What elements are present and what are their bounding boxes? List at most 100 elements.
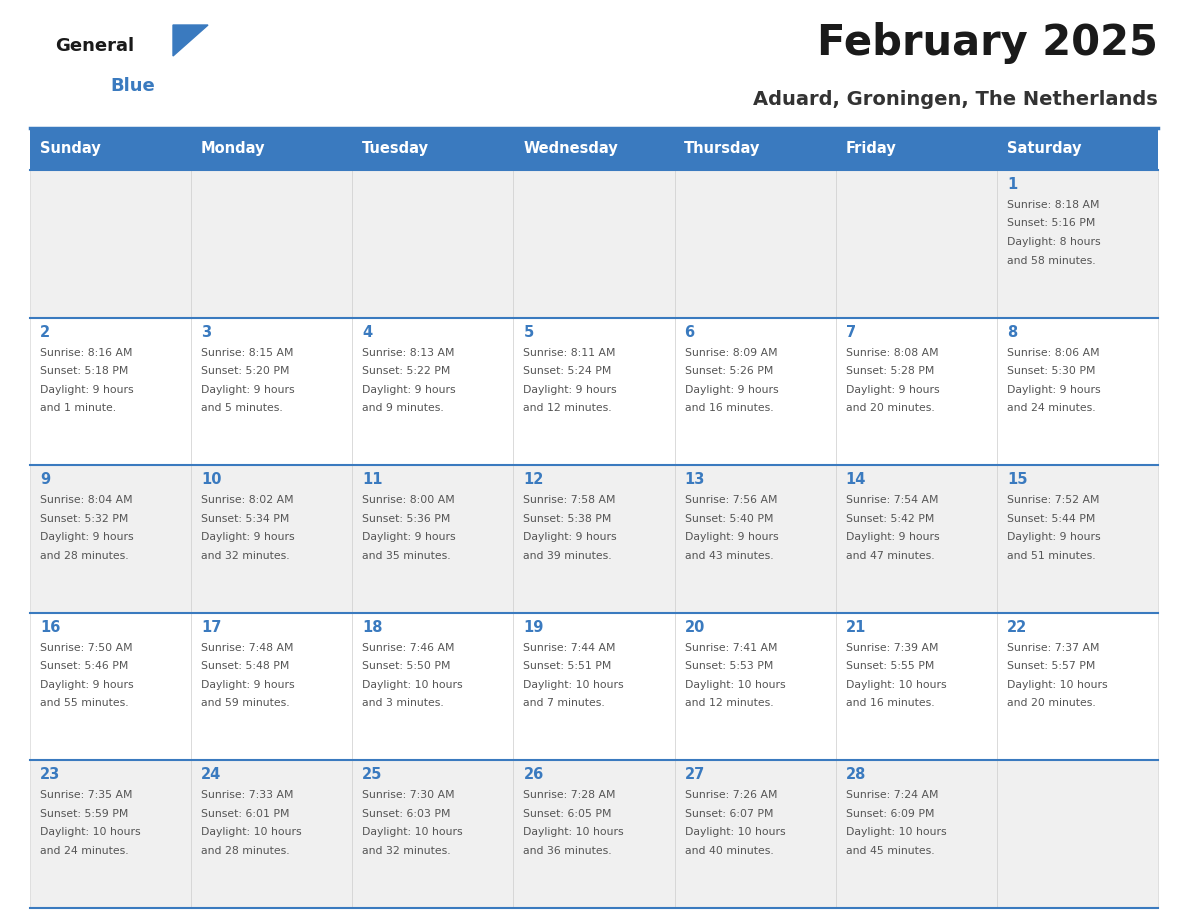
- Text: Sunrise: 7:35 AM: Sunrise: 7:35 AM: [40, 790, 133, 800]
- Text: and 28 minutes.: and 28 minutes.: [40, 551, 128, 561]
- Text: Saturday: Saturday: [1006, 141, 1081, 156]
- FancyBboxPatch shape: [997, 128, 1158, 170]
- FancyBboxPatch shape: [997, 170, 1158, 318]
- FancyBboxPatch shape: [997, 760, 1158, 908]
- Text: Wednesday: Wednesday: [523, 141, 618, 156]
- Text: and 55 minutes.: and 55 minutes.: [40, 699, 128, 709]
- Text: and 59 minutes.: and 59 minutes.: [201, 699, 290, 709]
- Text: and 39 minutes.: and 39 minutes.: [524, 551, 612, 561]
- Text: Daylight: 10 hours: Daylight: 10 hours: [362, 680, 463, 689]
- Text: 7: 7: [846, 325, 855, 340]
- Text: Daylight: 9 hours: Daylight: 9 hours: [40, 385, 133, 395]
- Text: Daylight: 8 hours: Daylight: 8 hours: [1007, 237, 1100, 247]
- Text: 15: 15: [1007, 472, 1028, 487]
- Text: Sunrise: 8:04 AM: Sunrise: 8:04 AM: [40, 495, 133, 505]
- Text: 13: 13: [684, 472, 704, 487]
- Text: Daylight: 10 hours: Daylight: 10 hours: [524, 680, 624, 689]
- Text: Daylight: 9 hours: Daylight: 9 hours: [684, 532, 778, 543]
- Text: Sunset: 5:51 PM: Sunset: 5:51 PM: [524, 661, 612, 671]
- Text: Sunset: 5:18 PM: Sunset: 5:18 PM: [40, 366, 128, 376]
- FancyBboxPatch shape: [675, 128, 835, 170]
- Text: 17: 17: [201, 620, 221, 635]
- Text: and 58 minutes.: and 58 minutes.: [1007, 255, 1095, 265]
- Text: and 9 minutes.: and 9 minutes.: [362, 403, 444, 413]
- Text: Daylight: 9 hours: Daylight: 9 hours: [201, 385, 295, 395]
- FancyBboxPatch shape: [191, 613, 353, 760]
- Text: and 3 minutes.: and 3 minutes.: [362, 699, 444, 709]
- Text: February 2025: February 2025: [817, 22, 1158, 64]
- Text: Daylight: 9 hours: Daylight: 9 hours: [846, 532, 940, 543]
- FancyBboxPatch shape: [30, 465, 191, 613]
- FancyBboxPatch shape: [353, 613, 513, 760]
- Text: Daylight: 9 hours: Daylight: 9 hours: [362, 532, 456, 543]
- Text: Sunrise: 8:00 AM: Sunrise: 8:00 AM: [362, 495, 455, 505]
- Text: Sunrise: 7:54 AM: Sunrise: 7:54 AM: [846, 495, 939, 505]
- Text: Sunrise: 7:50 AM: Sunrise: 7:50 AM: [40, 643, 133, 653]
- Text: Daylight: 9 hours: Daylight: 9 hours: [524, 532, 617, 543]
- FancyBboxPatch shape: [997, 465, 1158, 613]
- Text: and 32 minutes.: and 32 minutes.: [201, 551, 290, 561]
- Text: Thursday: Thursday: [684, 141, 760, 156]
- Text: Daylight: 10 hours: Daylight: 10 hours: [846, 827, 947, 837]
- Text: 8: 8: [1007, 325, 1017, 340]
- Text: Sunrise: 7:44 AM: Sunrise: 7:44 AM: [524, 643, 615, 653]
- Text: Daylight: 10 hours: Daylight: 10 hours: [1007, 680, 1107, 689]
- Text: Daylight: 10 hours: Daylight: 10 hours: [684, 680, 785, 689]
- Text: Sunrise: 7:41 AM: Sunrise: 7:41 AM: [684, 643, 777, 653]
- Text: Sunset: 5:16 PM: Sunset: 5:16 PM: [1007, 218, 1095, 229]
- Text: and 12 minutes.: and 12 minutes.: [524, 403, 612, 413]
- FancyBboxPatch shape: [835, 128, 997, 170]
- Text: Sunset: 5:55 PM: Sunset: 5:55 PM: [846, 661, 934, 671]
- Text: and 20 minutes.: and 20 minutes.: [1007, 699, 1095, 709]
- Text: Sunrise: 8:02 AM: Sunrise: 8:02 AM: [201, 495, 293, 505]
- Text: Sunset: 5:38 PM: Sunset: 5:38 PM: [524, 514, 612, 523]
- Text: 3: 3: [201, 325, 211, 340]
- FancyBboxPatch shape: [191, 170, 353, 318]
- FancyBboxPatch shape: [513, 465, 675, 613]
- Text: Sunset: 6:03 PM: Sunset: 6:03 PM: [362, 809, 450, 819]
- Text: Sunrise: 8:18 AM: Sunrise: 8:18 AM: [1007, 200, 1099, 210]
- Text: Sunset: 5:20 PM: Sunset: 5:20 PM: [201, 366, 290, 376]
- Text: Sunrise: 7:48 AM: Sunrise: 7:48 AM: [201, 643, 293, 653]
- Text: Sunset: 5:30 PM: Sunset: 5:30 PM: [1007, 366, 1095, 376]
- Text: and 32 minutes.: and 32 minutes.: [362, 845, 451, 856]
- FancyBboxPatch shape: [513, 318, 675, 465]
- Text: Sunrise: 7:33 AM: Sunrise: 7:33 AM: [201, 790, 293, 800]
- Text: Monday: Monday: [201, 141, 265, 156]
- Text: 25: 25: [362, 767, 383, 782]
- Text: and 36 minutes.: and 36 minutes.: [524, 845, 612, 856]
- Text: Sunrise: 8:09 AM: Sunrise: 8:09 AM: [684, 348, 777, 358]
- Text: Daylight: 10 hours: Daylight: 10 hours: [201, 827, 302, 837]
- Text: and 1 minute.: and 1 minute.: [40, 403, 116, 413]
- FancyBboxPatch shape: [191, 465, 353, 613]
- Text: 24: 24: [201, 767, 221, 782]
- Text: Sunset: 5:40 PM: Sunset: 5:40 PM: [684, 514, 773, 523]
- Text: Daylight: 9 hours: Daylight: 9 hours: [684, 385, 778, 395]
- FancyBboxPatch shape: [191, 318, 353, 465]
- FancyBboxPatch shape: [513, 128, 675, 170]
- Text: 14: 14: [846, 472, 866, 487]
- Text: Sunrise: 7:56 AM: Sunrise: 7:56 AM: [684, 495, 777, 505]
- Text: Sunset: 6:07 PM: Sunset: 6:07 PM: [684, 809, 773, 819]
- FancyBboxPatch shape: [30, 318, 191, 465]
- FancyBboxPatch shape: [675, 170, 835, 318]
- Text: and 16 minutes.: and 16 minutes.: [846, 699, 934, 709]
- Text: Sunset: 5:44 PM: Sunset: 5:44 PM: [1007, 514, 1095, 523]
- Text: and 35 minutes.: and 35 minutes.: [362, 551, 451, 561]
- Text: Sunrise: 7:30 AM: Sunrise: 7:30 AM: [362, 790, 455, 800]
- Text: Sunset: 5:28 PM: Sunset: 5:28 PM: [846, 366, 934, 376]
- FancyBboxPatch shape: [513, 170, 675, 318]
- FancyBboxPatch shape: [675, 465, 835, 613]
- Text: 10: 10: [201, 472, 222, 487]
- Text: 18: 18: [362, 620, 383, 635]
- FancyBboxPatch shape: [30, 613, 191, 760]
- Text: Daylight: 9 hours: Daylight: 9 hours: [201, 532, 295, 543]
- FancyBboxPatch shape: [191, 760, 353, 908]
- FancyBboxPatch shape: [191, 128, 353, 170]
- Text: and 45 minutes.: and 45 minutes.: [846, 845, 934, 856]
- Text: 23: 23: [40, 767, 61, 782]
- Text: 2: 2: [40, 325, 50, 340]
- Text: and 16 minutes.: and 16 minutes.: [684, 403, 773, 413]
- FancyBboxPatch shape: [997, 613, 1158, 760]
- Text: Sunset: 5:57 PM: Sunset: 5:57 PM: [1007, 661, 1095, 671]
